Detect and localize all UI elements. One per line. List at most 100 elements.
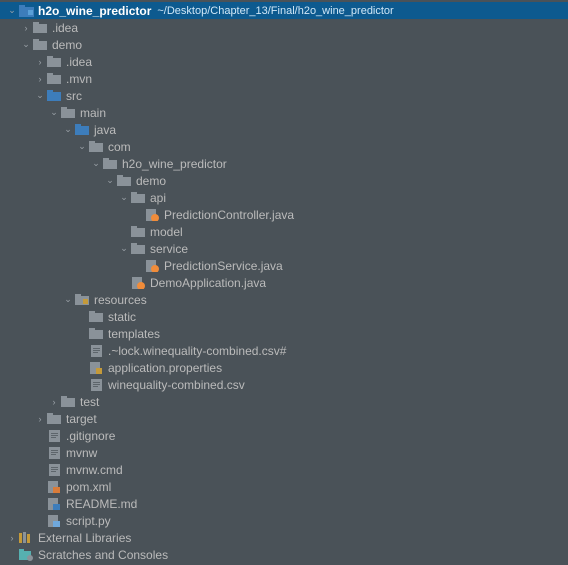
chevron-down-icon[interactable]: ⌄	[90, 158, 102, 169]
tree-row[interactable]: ·pom.xml	[0, 478, 568, 495]
file-icon	[46, 446, 62, 460]
folder-icon	[46, 72, 62, 86]
java-class-icon	[144, 259, 160, 273]
chevron-right-icon[interactable]: ›	[6, 533, 18, 543]
tree-node-label: h2o_wine_predictor	[38, 4, 157, 18]
tree-node-label: mvnw.cmd	[66, 463, 129, 477]
chevron-down-icon[interactable]: ⌄	[20, 39, 32, 50]
folder-icon	[88, 140, 104, 154]
tree-node-label: .~lock.winequality-combined.csv#	[108, 344, 292, 358]
tree-node-label: demo	[52, 38, 88, 52]
tree-row[interactable]: ⌄ demo	[0, 172, 568, 189]
tree-row[interactable]: ›External Libraries	[0, 529, 568, 546]
file-xml-icon	[46, 480, 62, 494]
tree-node-path-hint: ~/Desktop/Chapter_13/Final/h2o_wine_pred…	[157, 5, 393, 17]
tree-node-label: java	[94, 123, 122, 137]
tree-row[interactable]: ·script.py	[0, 512, 568, 529]
chevron-down-icon[interactable]: ⌄	[62, 294, 74, 305]
tree-row[interactable]: ⌄ main	[0, 104, 568, 121]
tree-row[interactable]: ·application.properties	[0, 359, 568, 376]
tree-row[interactable]: ·.~lock.winequality-combined.csv#	[0, 342, 568, 359]
tree-node-label: PredictionController.java	[164, 208, 300, 222]
tree-row[interactable]: ·DemoApplication.java	[0, 274, 568, 291]
tree-node-label: api	[150, 191, 172, 205]
tree-row[interactable]: ⌄ src	[0, 87, 568, 104]
chevron-down-icon[interactable]: ⌄	[34, 90, 46, 101]
tree-row[interactable]: ·model	[0, 223, 568, 240]
folder-icon	[88, 310, 104, 324]
tree-node-label: test	[80, 395, 105, 409]
tree-node-label: resources	[94, 293, 153, 307]
folder-icon	[88, 327, 104, 341]
chevron-down-icon[interactable]: ⌄	[118, 243, 130, 254]
chevron-down-icon[interactable]: ⌄	[76, 141, 88, 152]
tree-node-label: README.md	[66, 497, 143, 511]
tree-row[interactable]: ⌄ demo	[0, 36, 568, 53]
tree-row[interactable]: › target	[0, 410, 568, 427]
folder-icon	[130, 242, 146, 256]
tree-row[interactable]: ·Scratches and Consoles	[0, 546, 568, 563]
chevron-right-icon[interactable]: ›	[20, 23, 32, 33]
tree-node-label: templates	[108, 327, 166, 341]
tree-row[interactable]: ·README.md	[0, 495, 568, 512]
tree-node-label: h2o_wine_predictor	[122, 157, 233, 171]
tree-row[interactable]: ⌄ service	[0, 240, 568, 257]
tree-node-label: winequality-combined.csv	[108, 378, 251, 392]
folder-icon	[60, 395, 76, 409]
file-md-icon	[46, 497, 62, 511]
chevron-down-icon[interactable]: ⌄	[62, 124, 74, 135]
file-py-icon	[46, 514, 62, 528]
tree-node-label: main	[80, 106, 112, 120]
tree-row[interactable]: ⌄ java	[0, 121, 568, 138]
folder-src-icon	[74, 123, 90, 137]
tree-row[interactable]: › .mvn	[0, 70, 568, 87]
folder-icon	[46, 412, 62, 426]
folder-icon	[32, 21, 48, 35]
tree-node-label: demo	[136, 174, 172, 188]
module-folder-icon	[18, 4, 34, 18]
tree-row[interactable]: ·mvnw	[0, 444, 568, 461]
chevron-down-icon[interactable]: ⌄	[48, 107, 60, 118]
tree-row[interactable]: ›.idea	[0, 53, 568, 70]
tree-row[interactable]: ·templates	[0, 325, 568, 342]
tree-node-label: PredictionService.java	[164, 259, 289, 273]
tree-node-label: Scratches and Consoles	[38, 548, 174, 562]
tree-row[interactable]: ·mvnw.cmd	[0, 461, 568, 478]
tree-row[interactable]: ·PredictionService.java	[0, 257, 568, 274]
tree-row[interactable]: ⌄ h2o_wine_predictor	[0, 155, 568, 172]
folder-icon	[102, 157, 118, 171]
file-icon	[88, 378, 104, 392]
chevron-down-icon[interactable]: ⌄	[6, 5, 18, 16]
tree-node-label: src	[66, 89, 88, 103]
tree-node-label: application.properties	[108, 361, 228, 375]
folder-icon	[32, 38, 48, 52]
tree-row[interactable]: ⌄com	[0, 138, 568, 155]
chevron-right-icon[interactable]: ›	[34, 74, 46, 84]
chevron-right-icon[interactable]: ›	[48, 397, 60, 407]
chevron-right-icon[interactable]: ›	[34, 414, 46, 424]
tree-row[interactable]: ⌄ resources	[0, 291, 568, 308]
tree-row[interactable]: ·winequality-combined.csv	[0, 376, 568, 393]
tree-row[interactable]: ·static	[0, 308, 568, 325]
tree-node-label: script.py	[66, 514, 117, 528]
tree-row[interactable]: ⌄ api	[0, 189, 568, 206]
tree-row[interactable]: ⌄ h2o_wine_predictor~/Desktop/Chapter_13/…	[0, 2, 568, 19]
tree-node-label: pom.xml	[66, 480, 117, 494]
tree-node-label: static	[108, 310, 142, 324]
tree-row[interactable]: ·.gitignore	[0, 427, 568, 444]
chevron-right-icon[interactable]: ›	[34, 57, 46, 67]
chevron-down-icon[interactable]: ⌄	[118, 192, 130, 203]
tree-row[interactable]: › test	[0, 393, 568, 410]
tree-row[interactable]: ·PredictionController.java	[0, 206, 568, 223]
tree-node-label: service	[150, 242, 194, 256]
folder-icon	[130, 225, 146, 239]
folder-icon	[130, 191, 146, 205]
project-tree[interactable]: ⌄h2o_wine_predictor~/Desktop/Chapter_13/…	[0, 0, 568, 565]
file-icon	[46, 463, 62, 477]
tree-node-label: .mvn	[66, 72, 98, 86]
file-props-icon	[88, 361, 104, 375]
tree-row[interactable]: ›.idea	[0, 19, 568, 36]
tree-node-label: DemoApplication.java	[150, 276, 272, 290]
tree-node-label: target	[66, 412, 103, 426]
chevron-down-icon[interactable]: ⌄	[104, 175, 116, 186]
